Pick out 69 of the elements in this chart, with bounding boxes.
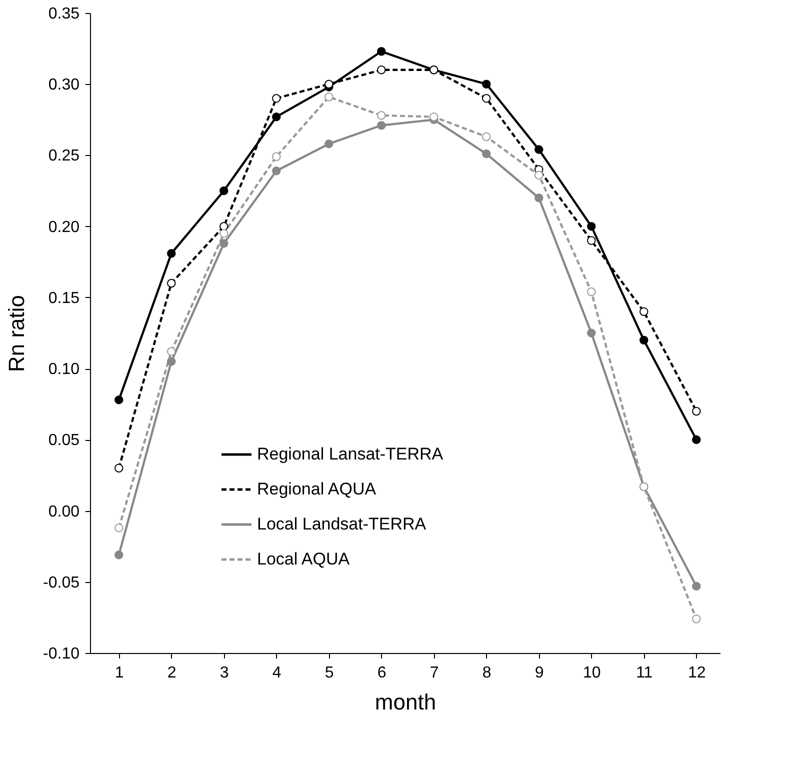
point [587,236,596,245]
point [114,464,124,472]
point [377,120,386,130]
x-tick-label: 9 [534,664,544,682]
x-tick-label: 5 [324,664,334,682]
y-tick-label: 0.15 [48,290,80,307]
point [220,229,228,238]
point [482,149,491,158]
x-tick-label: 12 [688,664,706,682]
y-tick-label: 0.30 [48,76,80,94]
point [220,239,228,248]
point [377,111,386,120]
point [534,194,544,202]
point [167,357,176,366]
y-tick-label: 0.25 [48,148,80,165]
x-tick-label: 6 [377,664,386,682]
point [220,222,228,231]
legend-label: Local AQUA [257,550,350,568]
x-tick-label: 7 [430,664,439,682]
point [114,550,124,560]
point [482,80,491,88]
x-tick-label: 3 [220,664,229,682]
y-tick-label: 0.05 [48,432,80,450]
point [534,170,544,180]
x-tick-label: 11 [636,664,653,682]
x-tick-label: 1 [114,664,124,682]
point [324,80,334,88]
point [482,94,491,103]
point [692,406,701,416]
point [534,145,544,154]
point [324,92,334,102]
y-tick-label: 0.00 [48,503,80,520]
point [324,139,334,148]
x-tick-label: 10 [582,664,601,682]
point [587,328,596,338]
point [114,395,124,404]
point [640,336,648,344]
y-tick-label: -0.05 [43,574,80,592]
point [272,152,281,162]
point [167,248,176,258]
point [272,166,281,176]
point [377,66,386,74]
point [640,307,648,316]
point [692,614,701,624]
y-tick-label: 0.20 [48,218,80,236]
y-tick-label: 0.10 [48,361,80,378]
point [587,287,596,296]
point [114,523,124,532]
x-tick-label: 8 [482,664,492,682]
point [167,278,176,288]
y-tick-label: 0.35 [48,6,80,22]
point [167,347,176,356]
point [587,222,596,231]
legend-label: Regional AQUA [257,480,377,498]
x-tick-label: 4 [272,664,282,682]
y-axis-title: Rn ratio [4,294,30,372]
point [377,47,386,56]
point [482,132,491,142]
legend-label: Local Landsat-TERRA [257,514,427,534]
point [272,112,281,122]
x-tick-label: 2 [167,664,176,682]
x-axis-title: month [374,690,436,714]
legend-label: Regional Lansat-TERRA [257,444,444,464]
point [220,186,228,196]
point [692,582,701,591]
point [692,435,701,444]
y-tick-label: -0.10 [43,646,80,662]
point [430,112,438,122]
point [272,94,281,103]
